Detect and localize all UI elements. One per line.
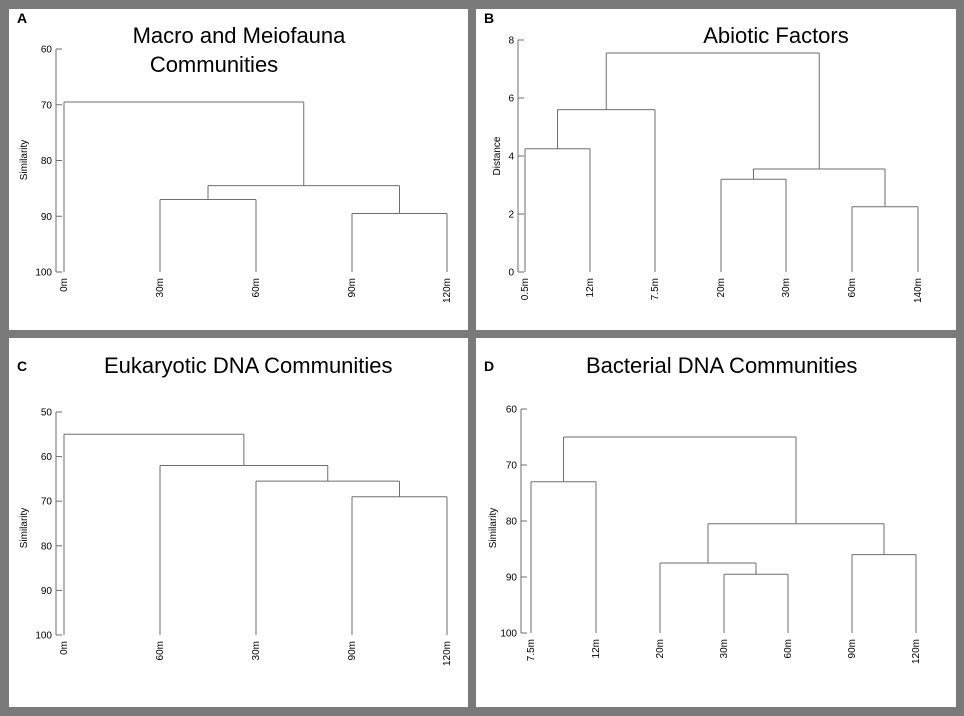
leaf-label: 90m [847, 639, 858, 658]
chart-title: Eukaryotic DNA Communities [104, 353, 393, 378]
y-axis-label: Distance [492, 136, 503, 175]
panel-c: C Eukaryotic DNA Communities 50 60 70 80 90 100… [9, 338, 468, 707]
panel-label: D [484, 358, 494, 374]
y-tick-label: 90 [41, 586, 53, 597]
leaf-label: 20m [655, 639, 666, 658]
leaf-label: 30m [719, 639, 730, 658]
y-tick-label: 90 [41, 212, 53, 223]
dendrogram-macro-meiofauna: A Macro and Meiofauna Communities 60 70 80 90 1… [17, 10, 453, 303]
y-tick-label: 60 [41, 452, 53, 463]
leaf-label: 60m [251, 278, 262, 297]
chart-title: Abiotic Factors [703, 23, 849, 48]
dendrogram-abiotic-factors: B Abiotic Factors 8 6 4 2 0 Distance 0.5m 12m 7.5m… [484, 10, 924, 303]
leaf-label: 12m [591, 639, 602, 658]
y-tick-label: 2 [508, 210, 514, 221]
leaf-label: 90m [347, 278, 358, 297]
y-tick-label: 70 [41, 497, 53, 508]
y-tick-label: 4 [508, 152, 514, 163]
panel-a: A Macro and Meiofauna Communities 60 70 80 90 1… [9, 9, 468, 330]
leaf-label: 120m [911, 639, 922, 664]
y-tick-label: 80 [506, 517, 518, 528]
y-tick-label: 50 [41, 408, 53, 419]
chart-title: Bacterial DNA Communities [586, 353, 857, 378]
leaf-label: 20m [716, 278, 727, 297]
panel-b: B Abiotic Factors 8 6 4 2 0 Distance 0.5m 12m 7.5m… [476, 9, 956, 330]
leaf-label: 7.5m [526, 639, 537, 661]
leaf-label: 140m [913, 278, 924, 303]
leaf-label: 30m [155, 278, 166, 297]
leaf-label: 0m [59, 278, 70, 292]
y-axis-label: Similarity [19, 140, 30, 181]
leaf-label: 12m [585, 278, 596, 297]
leaf-label: 120m [442, 278, 453, 303]
y-tick-label: 6 [508, 94, 514, 105]
leaf-label: 60m [847, 278, 858, 297]
y-tick-label: 70 [41, 100, 53, 111]
panel-label: A [17, 10, 27, 26]
y-tick-label: 90 [506, 573, 518, 584]
leaf-label: 120m [442, 641, 453, 666]
leaf-label: 7.5m [650, 278, 661, 300]
y-tick-label: 60 [506, 405, 518, 416]
y-tick-label: 0 [508, 268, 514, 279]
chart-title: Macro and Meiofauna [133, 23, 347, 48]
leaf-label: 60m [783, 639, 794, 658]
leaf-label: 30m [251, 641, 262, 660]
leaf-label: 0m [59, 641, 70, 655]
dendrogram-bacterial-dna: D Bacterial DNA Communities 60 70 80 90 100 Sim… [484, 353, 922, 664]
panel-label: B [484, 10, 494, 26]
y-tick-label: 100 [35, 268, 52, 279]
y-tick-label: 70 [506, 461, 518, 472]
y-axis-label: Similarity [488, 508, 499, 549]
y-tick-label: 100 [35, 631, 52, 642]
leaf-label: 90m [347, 641, 358, 660]
y-tick-label: 8 [508, 36, 514, 47]
y-tick-label: 80 [41, 541, 53, 552]
y-tick-label: 80 [41, 156, 53, 167]
leaf-label: 30m [781, 278, 792, 297]
dendrogram-eukaryotic-dna: C Eukaryotic DNA Communities 50 60 70 80 90 100… [17, 353, 453, 666]
panel-d: D Bacterial DNA Communities 60 70 80 90 100 Sim… [476, 338, 956, 707]
y-tick-label: 100 [500, 629, 517, 640]
chart-title: Communities [150, 52, 278, 77]
leaf-label: 60m [155, 641, 166, 660]
y-tick-label: 60 [41, 45, 53, 56]
leaf-label: 0.5m [520, 278, 531, 300]
y-axis-label: Similarity [19, 508, 30, 549]
panel-label: C [17, 358, 27, 374]
